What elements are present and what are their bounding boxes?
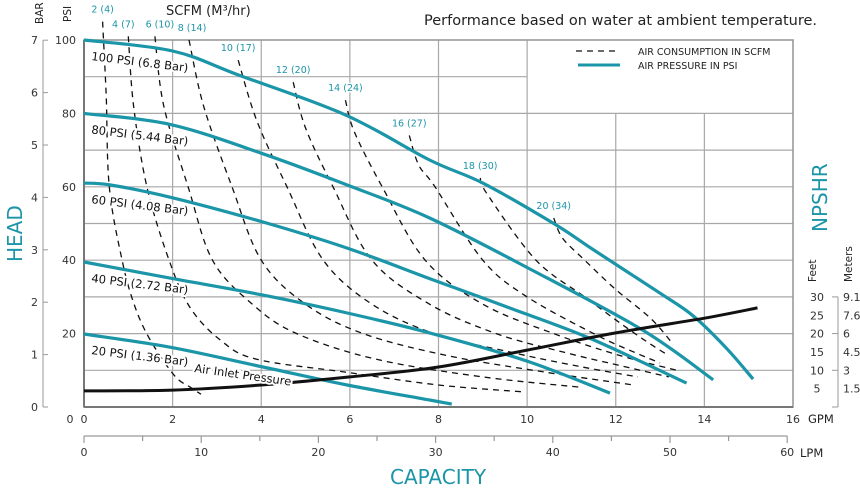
legend-label-air-pressure: AIR PRESSURE IN PSI bbox=[638, 61, 737, 72]
legend: AIR CONSUMPTION IN SCFM AIR PRESSURE IN … bbox=[576, 47, 771, 72]
pressure-curve bbox=[83, 38, 755, 381]
feet-tick-label: 5 bbox=[814, 383, 821, 396]
scfm-curves bbox=[101, 21, 681, 395]
psi-tick-label: 40 bbox=[62, 254, 76, 267]
gpm-tick-label: 8 bbox=[435, 413, 442, 426]
lpm-tick-label: 10 bbox=[194, 446, 208, 459]
scfm-curve bbox=[344, 100, 681, 372]
psi-tick-label: 100 bbox=[55, 34, 76, 47]
bar-tick-label: 1 bbox=[31, 349, 38, 362]
air-inlet-pressure-curve bbox=[83, 306, 758, 393]
scfm-curve bbox=[553, 217, 674, 346]
gpm-unit-label: GPM bbox=[808, 412, 834, 426]
lpm-tick-label: 40 bbox=[546, 446, 560, 459]
scfm-curve-label: 10 (17) bbox=[221, 43, 256, 54]
gpm-tick-label: 4 bbox=[258, 413, 265, 426]
air-inlet-curve bbox=[83, 306, 758, 393]
air-inlet-pressure-label: Air Inlet Pressure bbox=[194, 361, 293, 388]
pressure-curve bbox=[83, 181, 688, 385]
scfm-curve bbox=[237, 60, 639, 378]
gpm-tick-label: 14 bbox=[697, 413, 711, 426]
meters-tick-label: 9.1 bbox=[843, 291, 860, 304]
bar-tick-label: 7 bbox=[31, 34, 38, 47]
pressure-curve bbox=[83, 111, 715, 382]
scfm-curve-label: 14 (24) bbox=[328, 83, 363, 94]
meters-tick-label: 4.5 bbox=[843, 346, 860, 359]
scfm-curve-label: 16 (27) bbox=[392, 118, 427, 129]
bar-tick-label: 6 bbox=[31, 87, 38, 100]
lpm-tick-label: 30 bbox=[429, 446, 443, 459]
y-axis-title: HEAD bbox=[3, 205, 27, 262]
gpm-tick-label: 10 bbox=[520, 413, 534, 426]
feet-tick-label: 15 bbox=[810, 346, 824, 359]
lpm-tick-label: 0 bbox=[81, 446, 88, 459]
lpm-unit-label: LPM bbox=[800, 446, 823, 460]
bar-tick-label: 3 bbox=[31, 244, 38, 257]
meters-tick-label: 7.6 bbox=[843, 309, 860, 322]
gpm-tick-label: 2 bbox=[169, 413, 176, 426]
plot-frame bbox=[83, 39, 794, 408]
pressure-curve-label: 60 PSI (4.08 Bar) bbox=[91, 192, 189, 218]
lpm-tick-label: 20 bbox=[311, 446, 325, 459]
meters-unit-label: Meters bbox=[843, 246, 855, 282]
scfm-curve-label: 2 (4) bbox=[91, 5, 114, 16]
pressure-curve bbox=[83, 332, 453, 406]
scfm-curve bbox=[127, 36, 525, 393]
lpm-tick-label: 50 bbox=[663, 446, 677, 459]
bar-tick-label: 2 bbox=[31, 296, 38, 309]
y2-axis-title: NPSHR bbox=[808, 163, 832, 232]
meters-tick-label: 6 bbox=[843, 328, 850, 341]
lpm-tick-label: 60 bbox=[780, 446, 794, 459]
scfm-header: SCFM (M³/hr) bbox=[166, 4, 251, 19]
legend-label-air-consumption: AIR CONSUMPTION IN SCFM bbox=[638, 47, 771, 58]
chart-title: Performance based on water at ambient te… bbox=[424, 13, 817, 29]
feet-tick-label: 30 bbox=[810, 291, 824, 304]
pressure-curve bbox=[83, 260, 611, 395]
gpm-tick-label: 0 bbox=[81, 413, 88, 426]
meters-tick-label: 1.5 bbox=[843, 383, 860, 396]
grid bbox=[84, 40, 793, 407]
scfm-curve bbox=[408, 135, 661, 364]
axes: 0 2 4 6 8 10 12 14 160 10 20 30 40 50 6020406080100001… bbox=[31, 34, 860, 459]
scfm-curve bbox=[292, 82, 670, 378]
bar-unit-label: BAR bbox=[34, 2, 46, 24]
feet-tick-label: 25 bbox=[810, 309, 824, 322]
psi-tick-label: 60 bbox=[62, 181, 76, 194]
scfm-curve-label: 20 (34) bbox=[536, 201, 571, 212]
feet-tick-label: 10 bbox=[810, 364, 824, 377]
gpm-tick-label: 6 bbox=[346, 413, 353, 426]
psi-tick-label: 0 bbox=[67, 413, 74, 426]
scfm-curve bbox=[101, 21, 202, 395]
psi-tick-label: 20 bbox=[62, 328, 76, 341]
scfm-curve-label: 12 (20) bbox=[276, 65, 311, 76]
psi-unit-label: PSI bbox=[62, 6, 74, 22]
gpm-tick-label: 16 bbox=[786, 413, 800, 426]
scfm-curve-label: 18 (30) bbox=[463, 161, 498, 172]
gpm-tick-label: 12 bbox=[609, 413, 623, 426]
scfm-curve-label: 4 (7) bbox=[112, 19, 135, 30]
scfm-curve-label: 6 (10) bbox=[146, 19, 175, 30]
bar-tick-label: 0 bbox=[31, 401, 38, 414]
feet-tick-label: 20 bbox=[810, 328, 824, 341]
x-axis-title: CAPACITY bbox=[390, 465, 487, 489]
bar-tick-label: 5 bbox=[31, 139, 38, 152]
scfm-curve-label: 8 (14) bbox=[178, 23, 207, 34]
feet-unit-label: Feet bbox=[807, 259, 819, 282]
bar-tick-label: 4 bbox=[31, 191, 38, 204]
scfm-curve bbox=[188, 39, 634, 386]
psi-tick-label: 80 bbox=[62, 107, 76, 120]
pressure-curves bbox=[83, 38, 755, 406]
scfm-curve bbox=[479, 177, 670, 357]
meters-tick-label: 3 bbox=[843, 364, 850, 377]
